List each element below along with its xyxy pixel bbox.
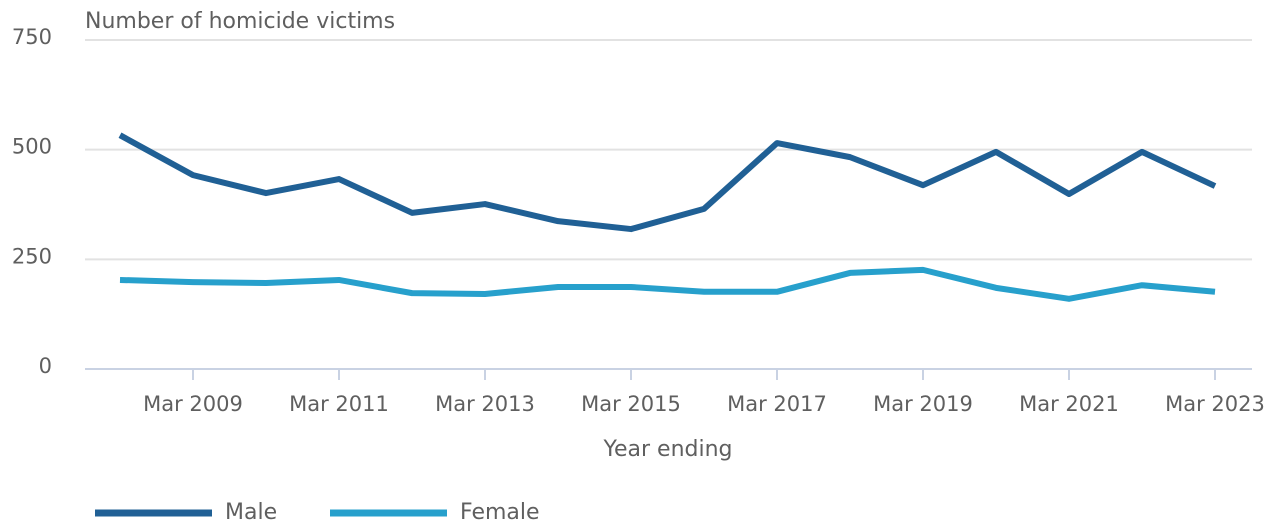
x-tick-label: Mar 2021 bbox=[1019, 392, 1119, 416]
chart-title: Number of homicide victims bbox=[85, 9, 395, 34]
x-tick-label: Mar 2023 bbox=[1165, 392, 1265, 416]
x-tick-label: Mar 2015 bbox=[581, 392, 681, 416]
line-series bbox=[118, 132, 1217, 233]
y-tick-label: 500 bbox=[12, 135, 52, 159]
x-axis-title: Year ending bbox=[602, 437, 732, 462]
legend-label: Female bbox=[460, 500, 540, 525]
x-tick-label: Mar 2013 bbox=[435, 392, 535, 416]
x-tick-label: Mar 2017 bbox=[727, 392, 827, 416]
x-tick-label: Mar 2011 bbox=[289, 392, 389, 416]
x-tick-label: Mar 2009 bbox=[143, 392, 243, 416]
legend-label: Male bbox=[225, 500, 277, 525]
y-tick-label: 750 bbox=[12, 25, 52, 49]
y-tick-label: 250 bbox=[12, 244, 52, 268]
x-tick-label: Mar 2019 bbox=[873, 392, 973, 416]
y-tick-label: 0 bbox=[39, 354, 52, 378]
line-series bbox=[119, 266, 1216, 302]
